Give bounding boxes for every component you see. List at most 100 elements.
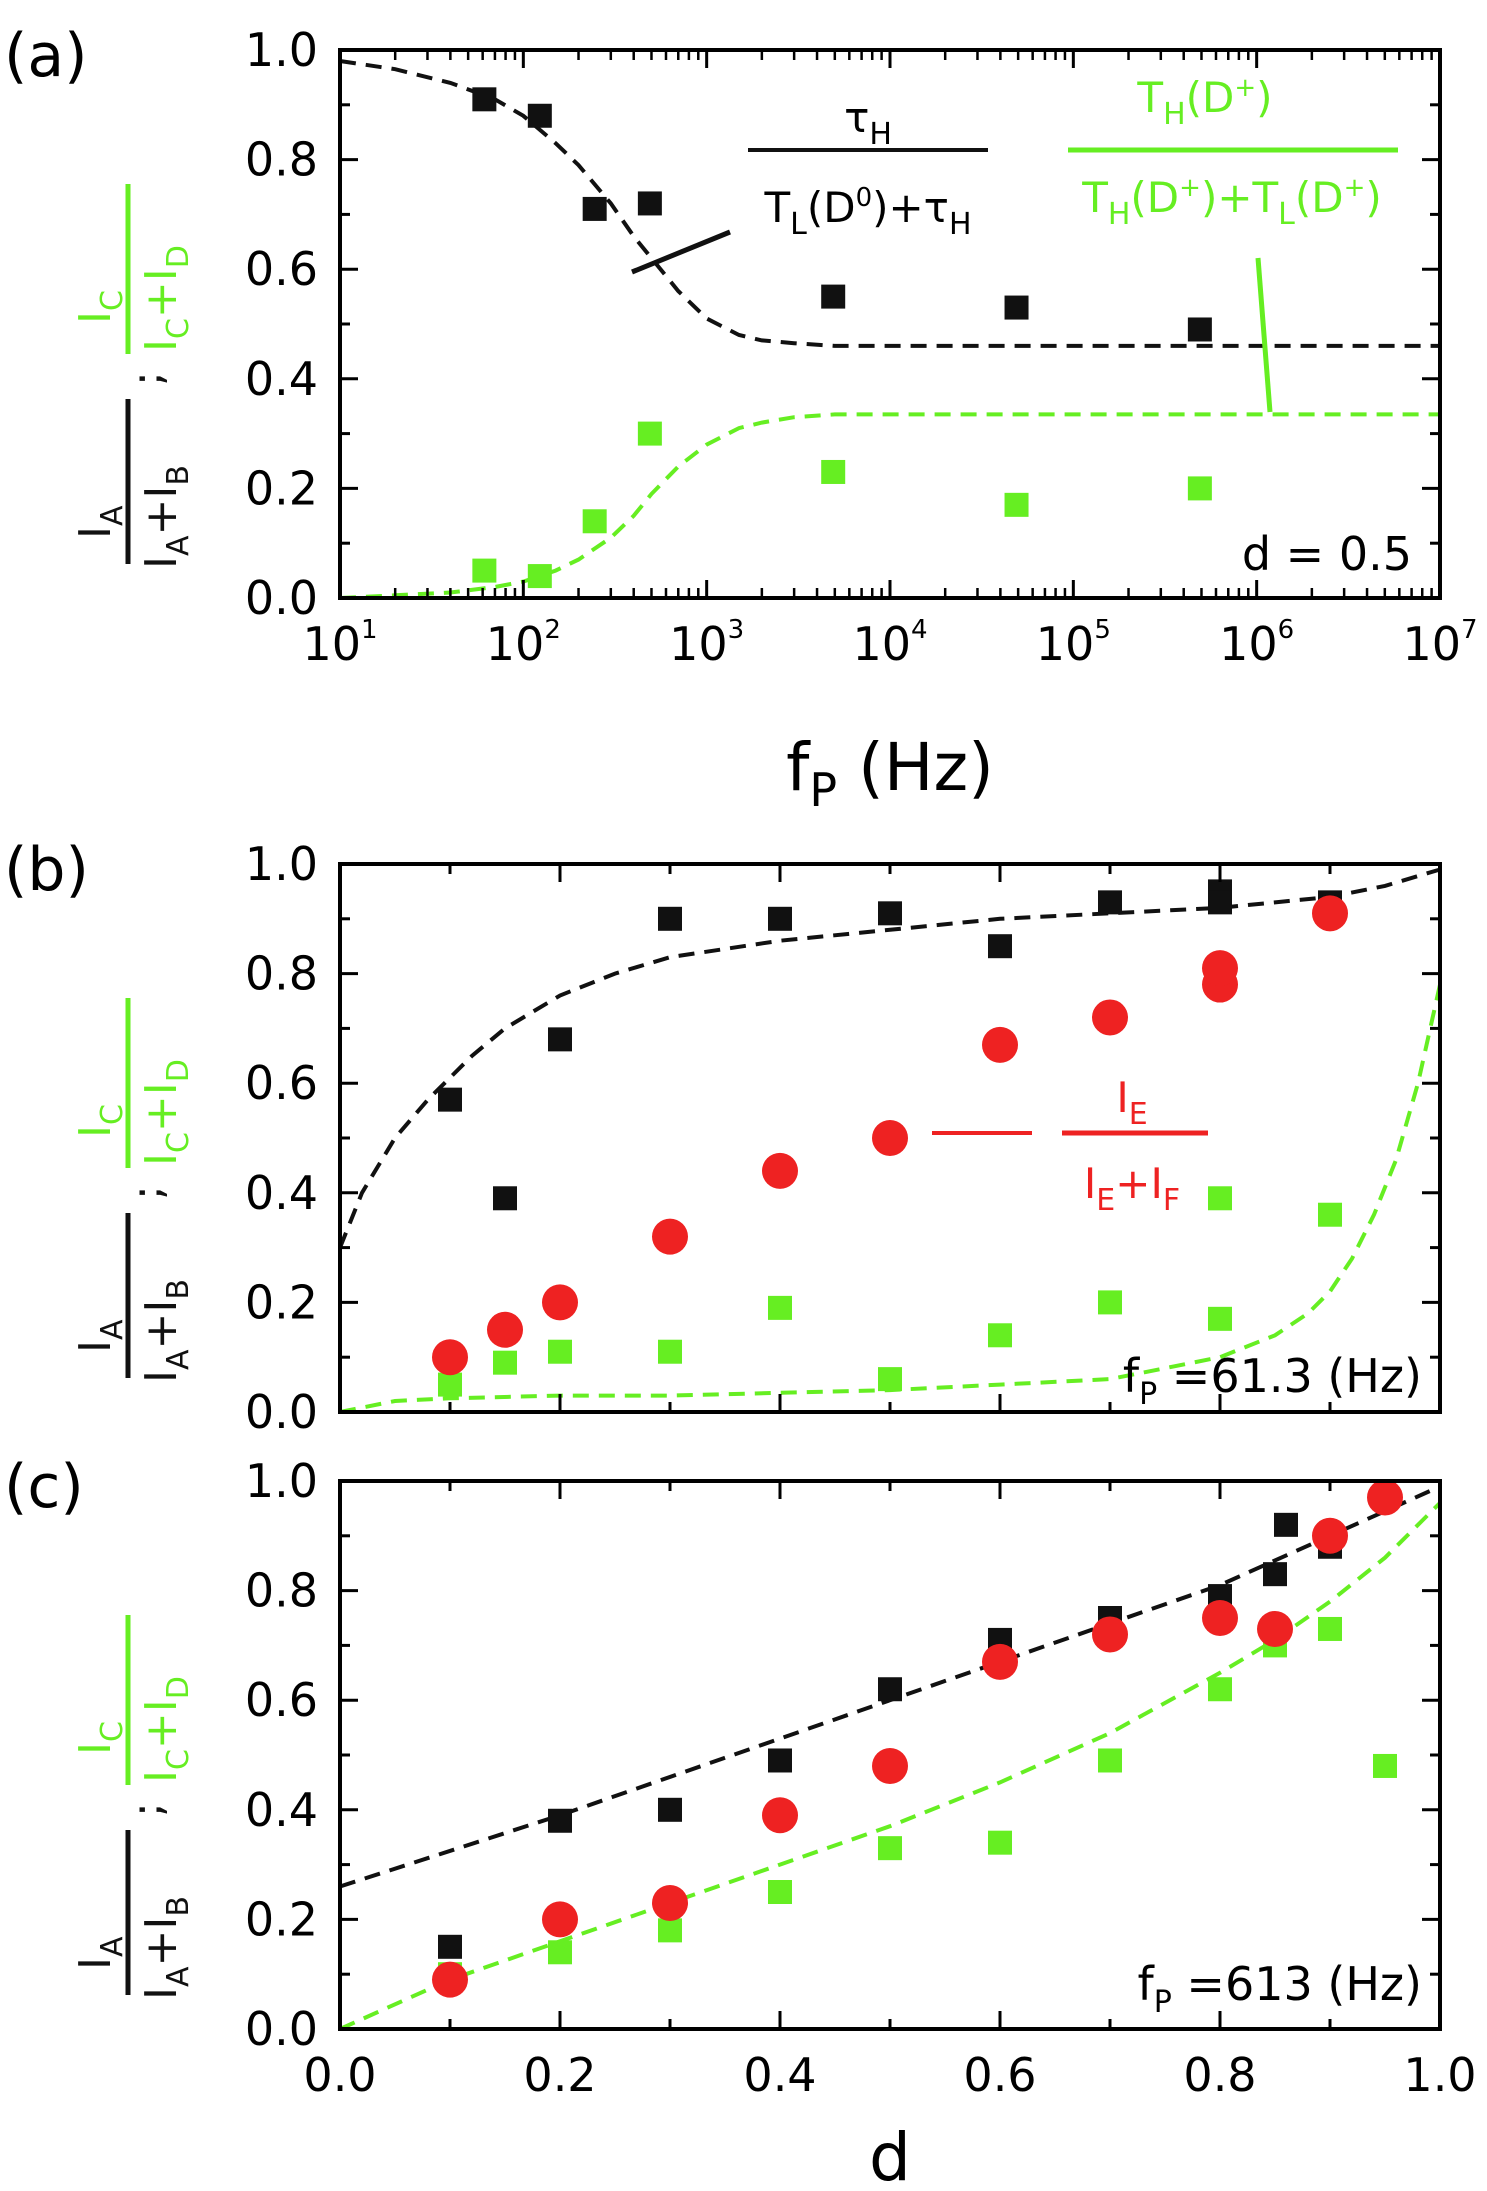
- y-tick-label: 0.8: [245, 1564, 318, 1618]
- black-square-point: [493, 1186, 517, 1211]
- black-square-point: [878, 1677, 902, 1702]
- black-square-point: [472, 87, 497, 112]
- black-square-point: [1274, 1512, 1298, 1537]
- y-tick-label: 0.0: [245, 2002, 318, 2056]
- panel-label: (c): [4, 1452, 84, 1522]
- panel-c-annotations: fP =613 (Hz) d: [869, 1957, 1422, 2191]
- red-circle-point: [542, 1284, 578, 1321]
- x-axis-label: d: [869, 2119, 911, 2191]
- formula-red-denominator: IE+IF: [1084, 1159, 1180, 1218]
- black-model-curve: [338, 867, 1441, 1249]
- black-square-point: [658, 906, 682, 931]
- x-tick-label: 105: [1036, 615, 1111, 671]
- y-tick-label: 0.2: [245, 1275, 318, 1329]
- parameter-annotation: fP =613 (Hz): [1137, 1957, 1422, 2020]
- y-tick-label: 0.4: [245, 1166, 318, 1220]
- x-tick-label: 0.4: [743, 2048, 816, 2102]
- red-circle-point: [982, 1026, 1018, 1063]
- red-circle-point: [542, 1901, 578, 1938]
- red-circle-point: [872, 1120, 908, 1156]
- red-circle-point: [432, 1339, 468, 1376]
- formula-green-numerator: TH(D+): [1136, 73, 1272, 132]
- red-circle-point: [1257, 1610, 1293, 1647]
- y-tick-label: 0.2: [245, 1892, 318, 1946]
- ylabel-separator: ;: [122, 371, 173, 386]
- green-square-point: [878, 1836, 902, 1861]
- red-circle-point: [762, 1797, 798, 1834]
- red-circle-point: [652, 1884, 688, 1921]
- green-square-point: [658, 1339, 682, 1364]
- red-circle-point: [1202, 950, 1238, 987]
- black-square-point: [768, 906, 792, 931]
- x-tick-label: 101: [302, 615, 377, 671]
- black-square-point: [658, 1797, 682, 1822]
- x-tick-label: 0.2: [523, 2048, 596, 2102]
- y-tick-label: 0.6: [245, 242, 318, 296]
- green-square-point: [988, 1323, 1012, 1348]
- x-tick-label: 1.0: [1403, 2048, 1476, 2102]
- green-square-point: [438, 1372, 462, 1397]
- black-square-point: [1208, 890, 1232, 915]
- green-square-point: [821, 459, 846, 484]
- y-tick-label: 0.0: [245, 571, 318, 625]
- red-circle-point: [872, 1747, 908, 1784]
- x-tick-label: 0.8: [1183, 2048, 1256, 2102]
- ylabel-black-denominator: IA+IB: [136, 1279, 196, 1383]
- green-square-point: [637, 421, 662, 446]
- green-square-point: [493, 1350, 517, 1375]
- panel-label: (a): [4, 21, 88, 91]
- green-square-point: [768, 1295, 792, 1320]
- red-circle-point: [1092, 1616, 1128, 1653]
- parameter-annotation: d = 0.5: [1242, 527, 1412, 581]
- black-square-point: [527, 103, 552, 128]
- ylabel-black-denominator: IA+IB: [136, 465, 196, 569]
- green-square-point: [582, 509, 607, 534]
- y-tick-label: 1.0: [245, 1454, 318, 1508]
- x-tick-label: 103: [669, 615, 744, 671]
- red-circle-point: [982, 1643, 1018, 1680]
- y-tick-label: 0.0: [245, 1385, 318, 1439]
- panel-b-annotations: IE IE+IF fP =61.3 (Hz): [932, 1073, 1422, 1412]
- x-tick-label: 106: [1219, 615, 1294, 671]
- black-square-point: [637, 191, 662, 216]
- ylabel-green-denominator: IC+ID: [136, 1676, 196, 1783]
- green-square-point: [548, 1940, 572, 1965]
- green-square-point: [1187, 476, 1212, 501]
- green-square-point: [878, 1367, 902, 1392]
- black-square-point: [878, 901, 902, 926]
- green-square-point: [472, 558, 497, 583]
- y-tick-label: 0.6: [245, 1673, 318, 1727]
- red-circle-point: [652, 1218, 688, 1255]
- x-tick-label: 0.6: [963, 2048, 1036, 2102]
- green-square-point: [658, 1918, 682, 1943]
- red-circle-point: [432, 1961, 468, 1998]
- green-square-point: [1208, 1677, 1232, 1702]
- formula-green-pointer: [1255, 257, 1273, 413]
- red-circle-point: [762, 1152, 798, 1189]
- y-tick-label: 0.8: [245, 947, 318, 1001]
- ylabel-green-numerator: IC: [70, 290, 130, 324]
- black-square-point: [1263, 1562, 1287, 1587]
- green-square-point: [1318, 1202, 1342, 1227]
- black-square-point: [582, 196, 607, 221]
- black-square-point: [438, 1087, 462, 1112]
- ylabel-separator: ;: [122, 1185, 173, 1200]
- black-square-point: [988, 934, 1012, 959]
- ylabel-green-denominator: IC+ID: [136, 245, 196, 352]
- panel-c: 0.0 0.2 0.4 0.6 0.8 1.0 0.0 0.2 0.4 0.6 0.8 1.0 (c) I…: [4, 1452, 1477, 2102]
- ylabel-separator: ;: [122, 1802, 173, 1817]
- panel-a-annotations: fP (Hz) d = 0.5 τH TL(D0)+τH TH(D+) TH(D+)+TL…: [631, 73, 1412, 817]
- x-tick-label: 0.0: [303, 2048, 376, 2102]
- ylabel-black-denominator: IA+IB: [136, 1896, 196, 2000]
- y-tick-label: 0.6: [245, 1056, 318, 1110]
- black-square-point: [1187, 317, 1212, 342]
- red-circle-point: [1367, 1479, 1403, 1516]
- formula-green-denominator: TH(D+)+TL(D+): [1081, 173, 1382, 232]
- black-model-curve: [339, 59, 1440, 348]
- red-circle-point: [1092, 999, 1128, 1036]
- ylabel-black-numerator: IA: [70, 1319, 130, 1353]
- black-square-point: [548, 1808, 572, 1833]
